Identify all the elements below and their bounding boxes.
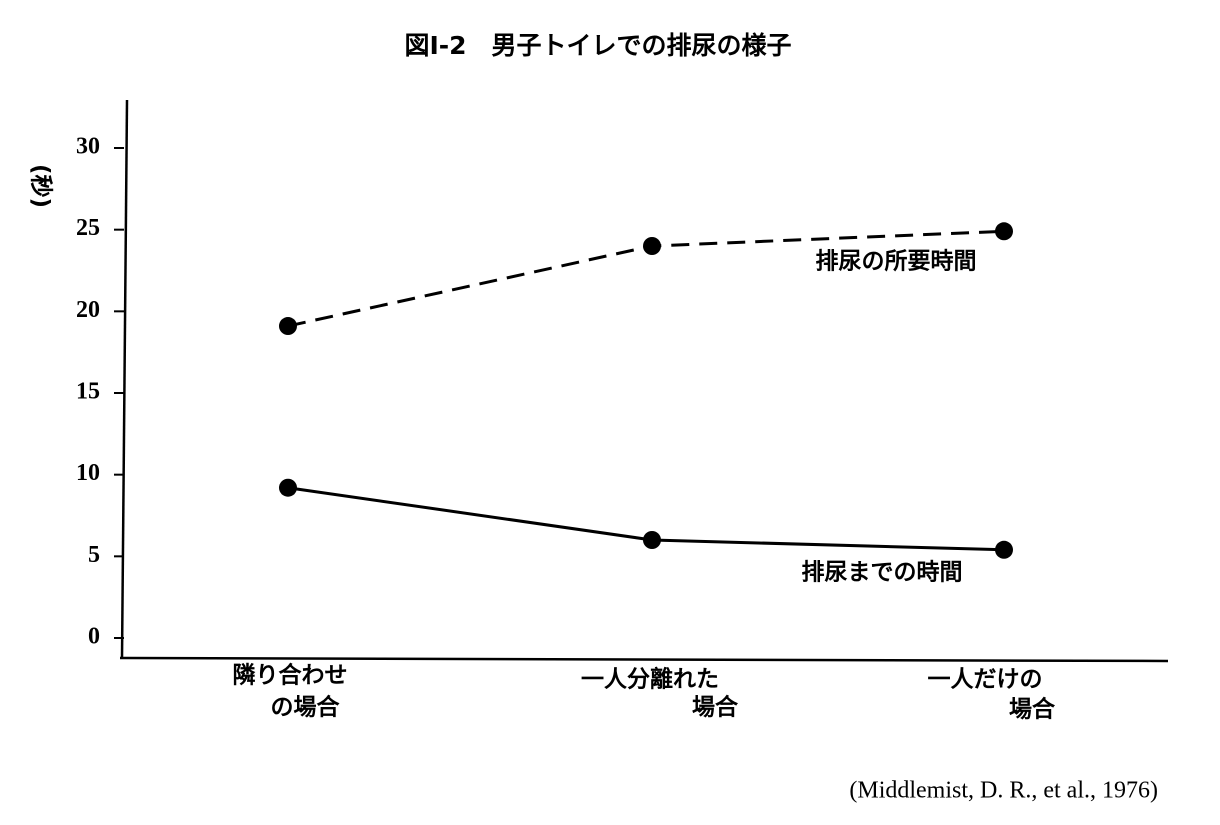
- data-point: [995, 222, 1013, 241]
- y-tick-label: 20: [76, 297, 100, 323]
- data-point: [279, 478, 297, 497]
- series-label: 排尿の所要時間: [816, 249, 977, 275]
- series-label: 排尿までの時間: [802, 560, 963, 586]
- y-axis: [120, 99, 129, 659]
- x-tick-label: 場合: [692, 694, 739, 721]
- data-point: [643, 237, 661, 255]
- y-tick-label: 0: [88, 624, 100, 650]
- y-tick-label: 5: [88, 542, 100, 568]
- x-tick-label: 一人分離れた: [581, 666, 719, 693]
- y-axis-label: (秒): [28, 164, 54, 208]
- x-tick-label: 場合: [1009, 696, 1056, 723]
- x-tick-label: の場合: [271, 694, 341, 721]
- y-tick-label: 15: [76, 379, 100, 405]
- y-tick-label: 10: [76, 460, 100, 486]
- x-tick-label: 隣り合わせ: [233, 662, 348, 689]
- data-point: [995, 540, 1013, 559]
- data-point: [643, 531, 661, 549]
- y-tick-label: 30: [76, 134, 100, 160]
- chart-title: 図Ⅰ-2 男子トイレでの排尿の様子: [404, 31, 791, 60]
- x-tick-label: 一人だけの: [928, 667, 1043, 693]
- x-axis: [119, 656, 1169, 663]
- data-point: [279, 317, 297, 336]
- y-tick-label: 25: [76, 215, 100, 241]
- source-note: (Middlemist, D. R., et al., 1976): [849, 778, 1158, 804]
